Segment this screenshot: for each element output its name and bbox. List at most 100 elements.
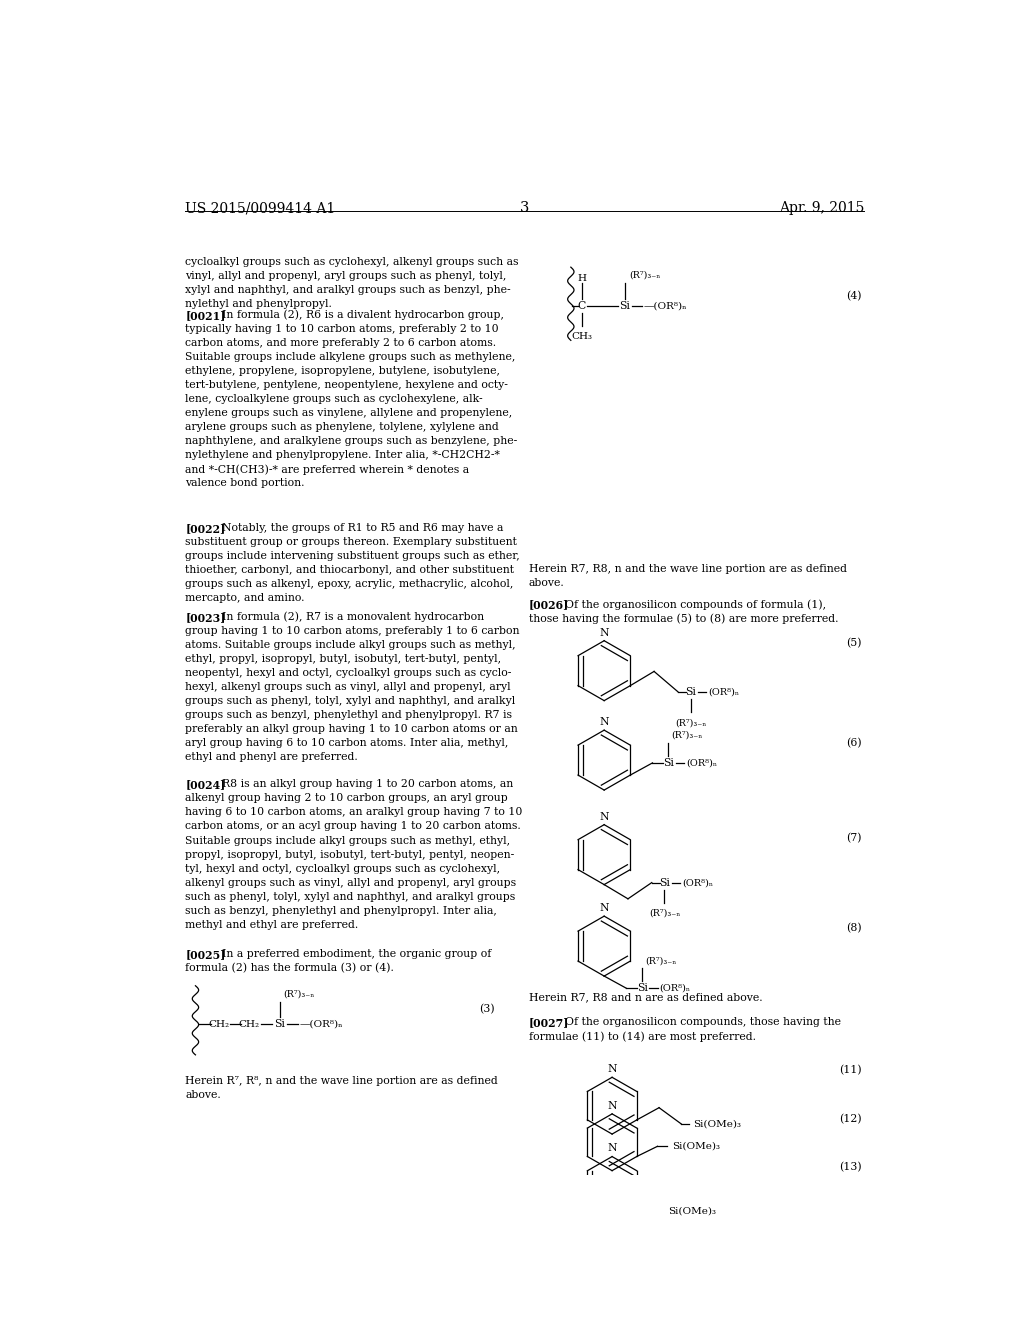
Text: H: H xyxy=(578,273,587,282)
Text: In a preferred embodiment, the organic group of: In a preferred embodiment, the organic g… xyxy=(221,949,492,960)
Text: (12): (12) xyxy=(840,1114,862,1125)
Text: xylyl and naphthyl, and aralkyl groups such as benzyl, phe-: xylyl and naphthyl, and aralkyl groups s… xyxy=(185,285,511,296)
Text: valence bond portion.: valence bond portion. xyxy=(185,478,304,488)
Text: Si: Si xyxy=(620,301,630,310)
Text: [0023]: [0023] xyxy=(185,611,225,623)
Text: (5): (5) xyxy=(847,638,862,648)
Text: N: N xyxy=(599,903,609,913)
Text: Si: Si xyxy=(274,1019,285,1030)
Text: (11): (11) xyxy=(840,1065,862,1076)
Text: Of the organosilicon compounds, those having the: Of the organosilicon compounds, those ha… xyxy=(565,1018,842,1027)
Text: Herein R⁷, R⁸, n and the wave line portion are as defined: Herein R⁷, R⁸, n and the wave line porti… xyxy=(185,1076,498,1086)
Text: [0024]: [0024] xyxy=(185,779,225,791)
Text: vinyl, allyl and propenyl, aryl groups such as phenyl, tolyl,: vinyl, allyl and propenyl, aryl groups s… xyxy=(185,271,507,281)
Text: arylene groups such as phenylene, tolylene, xylylene and: arylene groups such as phenylene, tolyle… xyxy=(185,422,499,432)
Text: (OR⁸)ₙ: (OR⁸)ₙ xyxy=(686,759,717,767)
Text: N: N xyxy=(599,627,609,638)
Text: nylethyl and phenylpropyl.: nylethyl and phenylpropyl. xyxy=(185,300,332,309)
Text: [0021]: [0021] xyxy=(185,310,225,321)
Text: Notably, the groups of R1 to R5 and R6 may have a: Notably, the groups of R1 to R5 and R6 m… xyxy=(221,523,503,533)
Text: (R⁷)₃₋ₙ: (R⁷)₃₋ₙ xyxy=(645,956,677,965)
Text: those having the formulae (5) to (8) are more preferred.: those having the formulae (5) to (8) are… xyxy=(528,614,839,624)
Text: Si: Si xyxy=(659,878,670,887)
Text: alkenyl groups such as vinyl, allyl and propenyl, aryl groups: alkenyl groups such as vinyl, allyl and … xyxy=(185,878,516,887)
Text: N: N xyxy=(607,1143,616,1154)
Text: groups include intervening substituent groups such as ether,: groups include intervening substituent g… xyxy=(185,552,520,561)
Text: thioether, carbonyl, and thiocarbonyl, and other substituent: thioether, carbonyl, and thiocarbonyl, a… xyxy=(185,565,514,576)
Text: [0022]: [0022] xyxy=(185,523,225,535)
Text: US 2015/0099414 A1: US 2015/0099414 A1 xyxy=(185,201,336,215)
Text: and *-CH(CH3)-* are preferred wherein * denotes a: and *-CH(CH3)-* are preferred wherein * … xyxy=(185,465,469,475)
Text: (4): (4) xyxy=(847,290,862,301)
Text: tyl, hexyl and octyl, cycloalkyl groups such as cyclohexyl,: tyl, hexyl and octyl, cycloalkyl groups … xyxy=(185,863,501,874)
Text: Apr. 9, 2015: Apr. 9, 2015 xyxy=(779,201,864,215)
Text: [0027]: [0027] xyxy=(528,1018,569,1028)
Text: propyl, isopropyl, butyl, isobutyl, tert-butyl, pentyl, neopen-: propyl, isopropyl, butyl, isobutyl, tert… xyxy=(185,850,514,859)
Text: methyl and ethyl are preferred.: methyl and ethyl are preferred. xyxy=(185,920,358,929)
Text: groups such as phenyl, tolyl, xylyl and naphthyl, and aralkyl: groups such as phenyl, tolyl, xylyl and … xyxy=(185,696,515,706)
Text: such as phenyl, tolyl, xylyl and naphthyl, and aralkyl groups: such as phenyl, tolyl, xylyl and naphthy… xyxy=(185,891,515,902)
Text: cycloalkyl groups such as cyclohexyl, alkenyl groups such as: cycloalkyl groups such as cyclohexyl, al… xyxy=(185,257,518,267)
Text: hexyl, alkenyl groups such as vinyl, allyl and propenyl, aryl: hexyl, alkenyl groups such as vinyl, all… xyxy=(185,682,511,692)
Text: N: N xyxy=(607,1064,616,1074)
Text: substituent group or groups thereon. Exemplary substituent: substituent group or groups thereon. Exe… xyxy=(185,537,517,548)
Text: (R⁷)₃₋ₙ: (R⁷)₃₋ₙ xyxy=(629,271,660,280)
Text: ethyl and phenyl are preferred.: ethyl and phenyl are preferred. xyxy=(185,752,358,762)
Text: enylene groups such as vinylene, allylene and propenylene,: enylene groups such as vinylene, allylen… xyxy=(185,408,512,418)
Text: (3): (3) xyxy=(479,1005,495,1014)
Text: In formula (2), R6 is a divalent hydrocarbon group,: In formula (2), R6 is a divalent hydroca… xyxy=(221,310,504,321)
Text: (R⁷)₃₋ₙ: (R⁷)₃₋ₙ xyxy=(672,731,702,741)
Text: Si(OMe)₃: Si(OMe)₃ xyxy=(693,1119,741,1129)
Text: Si(OMe)₃: Si(OMe)₃ xyxy=(668,1206,716,1216)
Text: carbon atoms, and more preferably 2 to 6 carbon atoms.: carbon atoms, and more preferably 2 to 6… xyxy=(185,338,497,348)
Text: CH₂: CH₂ xyxy=(239,1020,260,1028)
Text: N: N xyxy=(599,717,609,727)
Text: groups such as benzyl, phenylethyl and phenylpropyl. R7 is: groups such as benzyl, phenylethyl and p… xyxy=(185,710,512,719)
Text: alkenyl group having 2 to 10 carbon groups, an aryl group: alkenyl group having 2 to 10 carbon grou… xyxy=(185,793,508,804)
Text: carbon atoms, or an acyl group having 1 to 20 carbon atoms.: carbon atoms, or an acyl group having 1 … xyxy=(185,821,521,832)
Text: R8 is an alkyl group having 1 to 20 carbon atoms, an: R8 is an alkyl group having 1 to 20 carb… xyxy=(221,779,513,789)
Text: —(OR⁸)ₙ: —(OR⁸)ₙ xyxy=(644,301,687,310)
Text: (R⁷)₃₋ₙ: (R⁷)₃₋ₙ xyxy=(675,718,707,727)
Text: Si: Si xyxy=(637,983,648,993)
Text: Suitable groups include alkylene groups such as methylene,: Suitable groups include alkylene groups … xyxy=(185,352,515,362)
Text: tert-butylene, pentylene, neopentylene, hexylene and octy-: tert-butylene, pentylene, neopentylene, … xyxy=(185,380,508,389)
Text: above.: above. xyxy=(185,1090,221,1101)
Text: (OR⁸)ₙ: (OR⁸)ₙ xyxy=(708,688,739,696)
Text: formula (2) has the formula (3) or (4).: formula (2) has the formula (3) or (4). xyxy=(185,964,394,973)
Text: typically having 1 to 10 carbon atoms, preferably 2 to 10: typically having 1 to 10 carbon atoms, p… xyxy=(185,323,499,334)
Text: preferably an alkyl group having 1 to 10 carbon atoms or an: preferably an alkyl group having 1 to 10… xyxy=(185,723,518,734)
Text: having 6 to 10 carbon atoms, an aralkyl group having 7 to 10: having 6 to 10 carbon atoms, an aralkyl … xyxy=(185,808,522,817)
Text: (OR⁸)ₙ: (OR⁸)ₙ xyxy=(682,878,713,887)
Text: ethylene, propylene, isopropylene, butylene, isobutylene,: ethylene, propylene, isopropylene, butyl… xyxy=(185,366,500,376)
Text: (OR⁸)ₙ: (OR⁸)ₙ xyxy=(659,983,691,993)
Text: lene, cycloalkylene groups such as cyclohexylene, alk-: lene, cycloalkylene groups such as cyclo… xyxy=(185,393,482,404)
Text: (6): (6) xyxy=(847,738,862,748)
Text: Si(OMe)₃: Si(OMe)₃ xyxy=(672,1142,720,1151)
Text: C: C xyxy=(578,301,586,310)
Text: Herein R7, R8 and n are as defined above.: Herein R7, R8 and n are as defined above… xyxy=(528,991,763,1002)
Text: aryl group having 6 to 10 carbon atoms. Inter alia, methyl,: aryl group having 6 to 10 carbon atoms. … xyxy=(185,738,509,748)
Text: N: N xyxy=(607,1101,616,1110)
Text: (R⁷)₃₋ₙ: (R⁷)₃₋ₙ xyxy=(649,909,680,917)
Text: Si: Si xyxy=(685,686,696,697)
Text: formulae (11) to (14) are most preferred.: formulae (11) to (14) are most preferred… xyxy=(528,1031,756,1041)
Text: atoms. Suitable groups include alkyl groups such as methyl,: atoms. Suitable groups include alkyl gro… xyxy=(185,640,516,649)
Text: [0025]: [0025] xyxy=(185,949,225,960)
Text: group having 1 to 10 carbon atoms, preferably 1 to 6 carbon: group having 1 to 10 carbon atoms, prefe… xyxy=(185,626,519,636)
Text: —(OR⁸)ₙ: —(OR⁸)ₙ xyxy=(299,1020,343,1028)
Text: Suitable groups include alkyl groups such as methyl, ethyl,: Suitable groups include alkyl groups suc… xyxy=(185,836,510,846)
Text: groups such as alkenyl, epoxy, acrylic, methacrylic, alcohol,: groups such as alkenyl, epoxy, acrylic, … xyxy=(185,579,513,590)
Text: Of the organosilicon compounds of formula (1),: Of the organosilicon compounds of formul… xyxy=(565,599,826,610)
Text: naphthylene, and aralkylene groups such as benzylene, phe-: naphthylene, and aralkylene groups such … xyxy=(185,436,517,446)
Text: Herein R7, R8, n and the wave line portion are as defined: Herein R7, R8, n and the wave line porti… xyxy=(528,564,847,574)
Text: (13): (13) xyxy=(840,1162,862,1172)
Text: neopentyl, hexyl and octyl, cycloalkyl groups such as cyclo-: neopentyl, hexyl and octyl, cycloalkyl g… xyxy=(185,668,512,677)
Text: ethyl, propyl, isopropyl, butyl, isobutyl, tert-butyl, pentyl,: ethyl, propyl, isopropyl, butyl, isobuty… xyxy=(185,653,502,664)
Text: [0026]: [0026] xyxy=(528,599,569,611)
Text: N: N xyxy=(599,812,609,821)
Text: In formula (2), R7 is a monovalent hydrocarbon: In formula (2), R7 is a monovalent hydro… xyxy=(221,611,483,622)
Text: CH₃: CH₃ xyxy=(571,331,593,341)
Text: such as benzyl, phenylethyl and phenylpropyl. Inter alia,: such as benzyl, phenylethyl and phenylpr… xyxy=(185,906,497,916)
Text: above.: above. xyxy=(528,578,564,587)
